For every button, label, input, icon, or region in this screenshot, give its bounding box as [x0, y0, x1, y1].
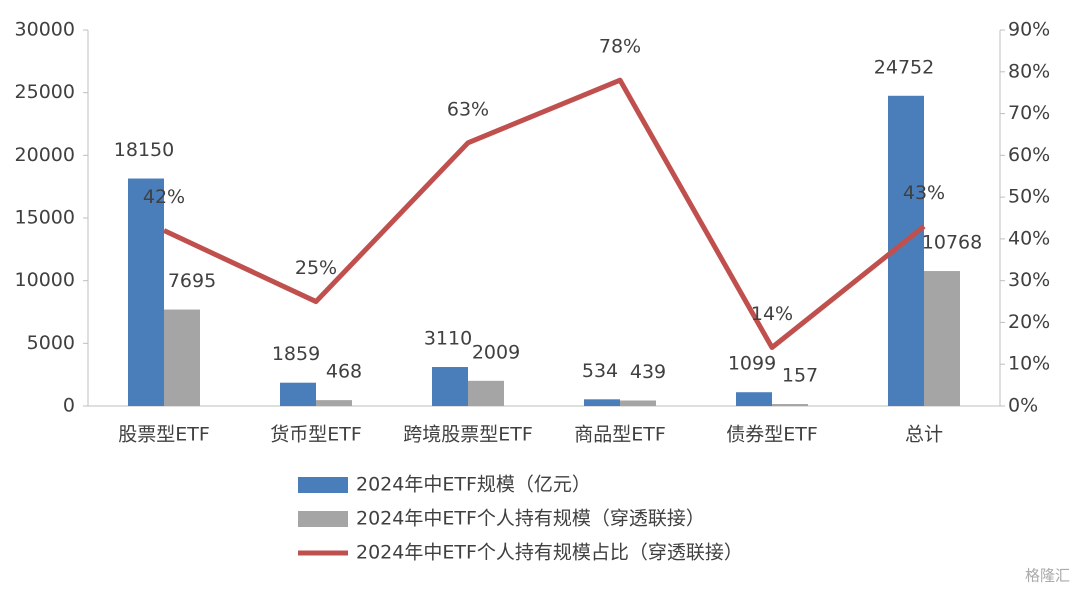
watermark: 格隆汇	[1025, 567, 1070, 585]
bar-value-label: 1099	[728, 353, 776, 375]
y2-tick-label: 80%	[1008, 60, 1050, 82]
bar-value-label: 2009	[472, 341, 520, 363]
bar	[468, 380, 504, 406]
y2-tick-label: 20%	[1008, 311, 1050, 333]
bar	[128, 178, 164, 406]
x-tick-label: 债券型ETF	[726, 424, 818, 446]
bar-value-label: 439	[630, 361, 666, 383]
bar	[316, 400, 352, 406]
legend-label: 2024年中ETF规模（亿元）	[356, 474, 591, 496]
line-value-label: 63%	[447, 98, 489, 120]
x-tick-label: 跨境股票型ETF	[403, 424, 533, 446]
x-tick-label: 商品型ETF	[574, 424, 666, 446]
y-tick-label: 10000	[15, 269, 75, 291]
bar	[924, 271, 960, 406]
line-value-label: 78%	[599, 36, 641, 58]
y2-tick-label: 40%	[1008, 227, 1050, 249]
y-tick-label: 15000	[15, 207, 75, 229]
bar-value-label: 18150	[114, 139, 174, 161]
bar-value-label: 10768	[922, 232, 982, 254]
x-tick-label: 股票型ETF	[118, 424, 210, 446]
bar-value-label: 24752	[874, 56, 934, 78]
bar-value-label: 3110	[424, 328, 472, 350]
y2-tick-label: 50%	[1008, 186, 1050, 208]
bar	[280, 382, 316, 406]
line-value-label: 25%	[295, 257, 337, 279]
y-tick-label: 5000	[27, 332, 75, 354]
bar-value-label: 534	[582, 360, 618, 382]
bar-value-label: 1859	[272, 343, 320, 365]
legend-swatch	[298, 477, 348, 493]
legend-label: 2024年中ETF个人持有规模（穿透联接）	[356, 508, 705, 530]
bar	[620, 400, 656, 406]
bar-value-label: 468	[326, 361, 362, 383]
legend-swatch	[298, 511, 348, 527]
y2-tick-label: 30%	[1008, 269, 1050, 291]
line	[162, 77, 926, 351]
y2-tick-label: 10%	[1008, 353, 1050, 375]
line-value-label: 43%	[903, 182, 945, 204]
y2-tick-label: 70%	[1008, 102, 1050, 124]
bar	[736, 392, 772, 406]
legend-label: 2024年中ETF个人持有规模占比（穿透联接）	[356, 542, 743, 564]
line-value-label: 42%	[143, 186, 185, 208]
x-tick-label: 总计	[905, 424, 943, 446]
bar	[584, 399, 620, 406]
y2-tick-label: 90%	[1008, 19, 1050, 41]
y-tick-label: 20000	[15, 144, 75, 166]
bar	[432, 367, 468, 406]
line-value-label: 14%	[751, 303, 793, 325]
y-tick-label: 0	[63, 395, 75, 417]
bar	[772, 404, 808, 406]
y2-tick-label: 0%	[1008, 395, 1038, 417]
bar-value-label: 7695	[168, 270, 216, 292]
bar-value-label: 157	[782, 365, 818, 387]
x-tick-label: 货币型ETF	[270, 424, 362, 446]
y-tick-label: 30000	[15, 19, 75, 41]
bar	[164, 309, 200, 406]
y2-tick-label: 60%	[1008, 144, 1050, 166]
y-tick-label: 25000	[15, 81, 75, 103]
